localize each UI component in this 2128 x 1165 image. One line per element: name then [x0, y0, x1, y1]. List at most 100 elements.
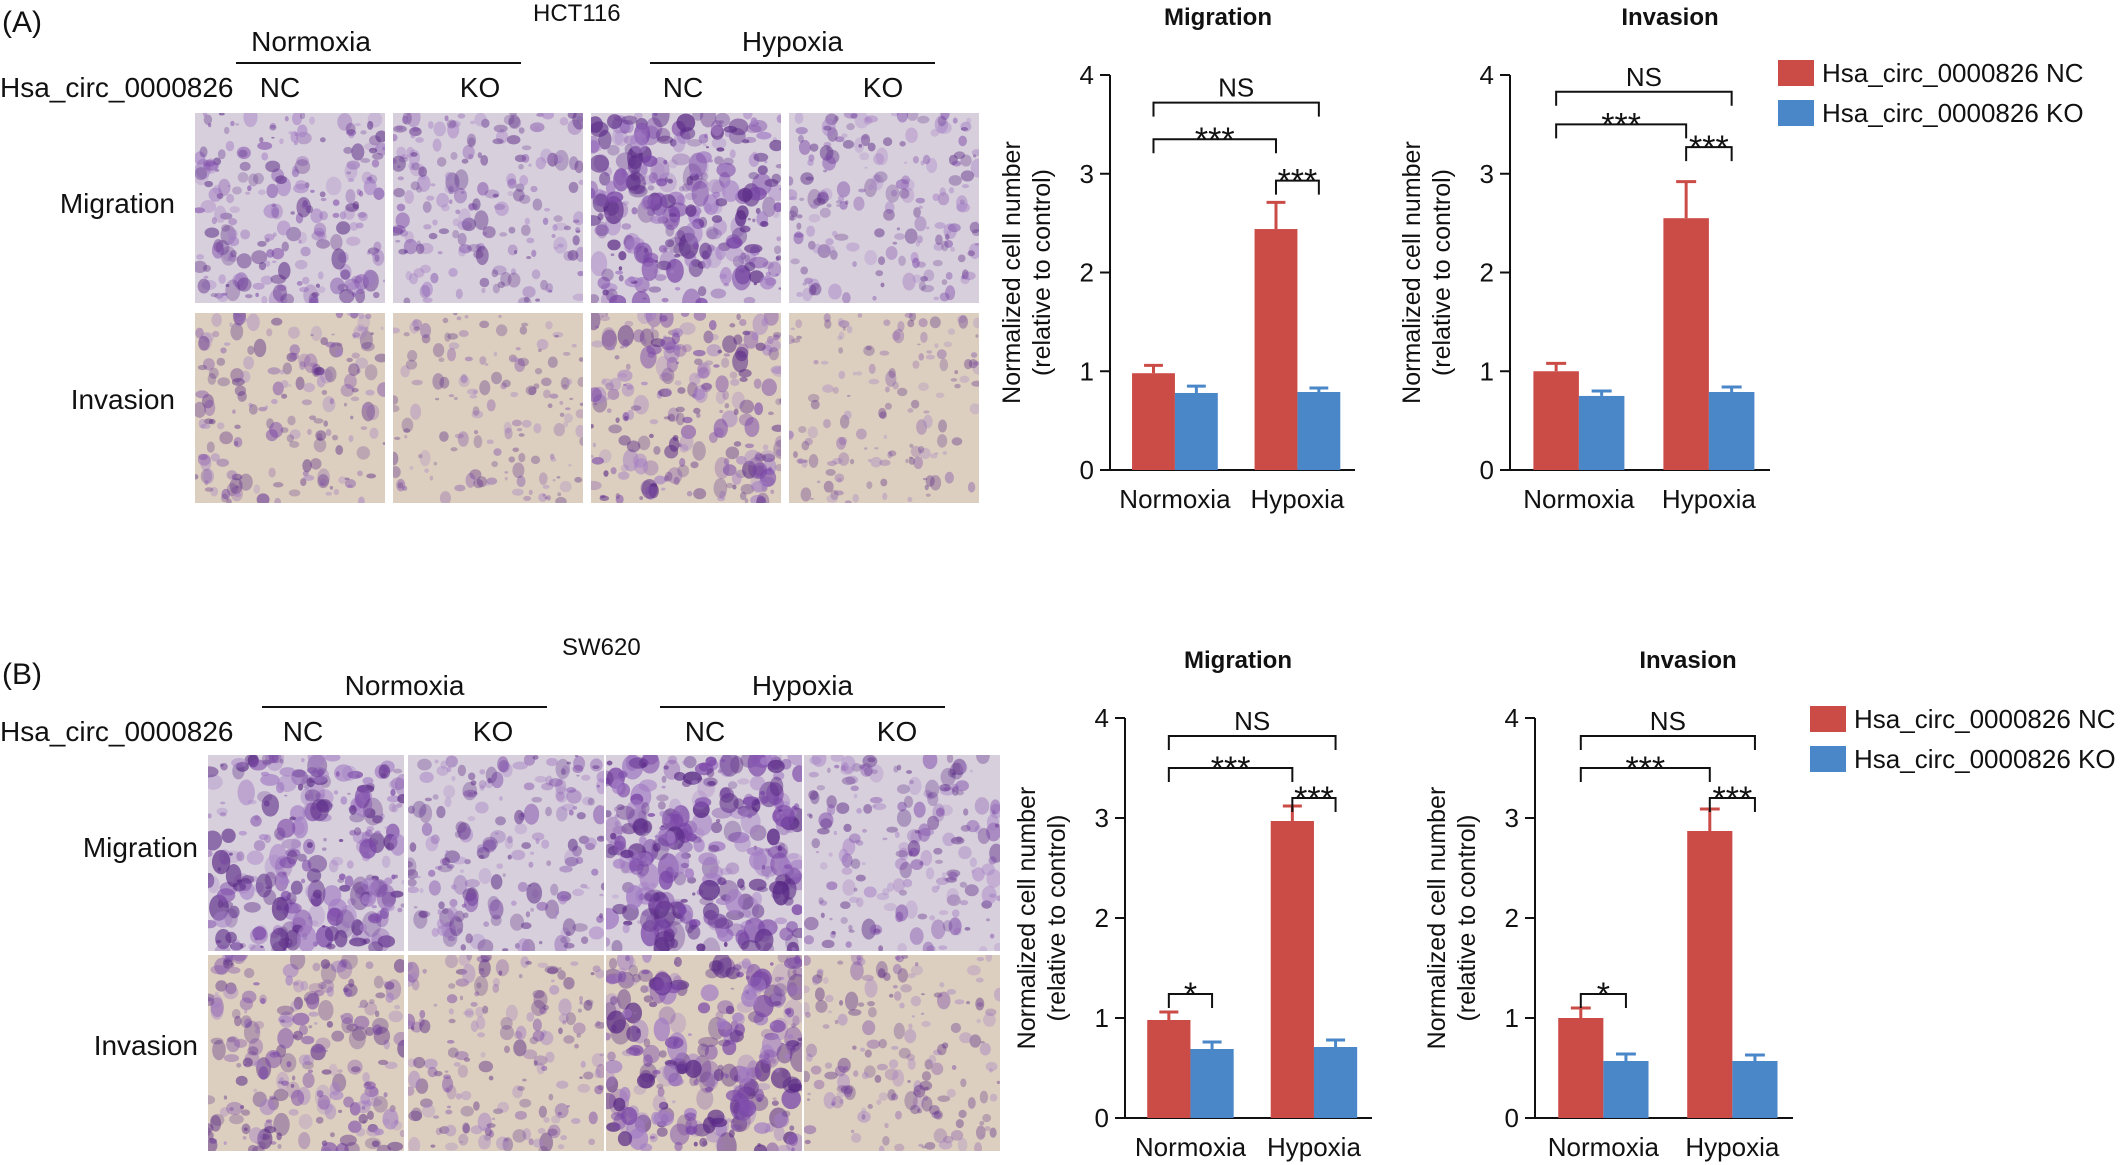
y-axis-label: (relative to control) — [1453, 814, 1481, 1021]
panel-b: (B) SW620 Normoxia Hypoxia Hsa_circ_0000… — [0, 600, 2128, 1165]
y-axis-label: Normalized cell number — [1398, 141, 1426, 404]
x-tick-label: Normoxia — [1135, 1132, 1247, 1162]
row-label-invasion: Invasion — [93, 1030, 198, 1061]
significance-bracket — [1291, 797, 1337, 812]
bar — [1558, 1018, 1604, 1118]
significance-bracket — [1152, 138, 1277, 154]
group-label-normoxia: Normoxia — [344, 670, 465, 701]
micrograph-invasion-hypoxia-ko — [804, 955, 1000, 1151]
chart-title: Invasion — [1639, 647, 1736, 674]
y-tick-label: 4 — [1480, 60, 1494, 90]
micrograph-texture — [591, 313, 781, 503]
significance-bracket — [1579, 735, 1756, 750]
bar — [1578, 395, 1625, 470]
cell-line-title: HCT116 — [533, 0, 621, 27]
bar — [1174, 392, 1218, 470]
micrograph-migration-hypoxia-ko — [789, 113, 979, 303]
row-label-migration: Migration — [82, 832, 198, 863]
row-label-migration: Migration — [59, 188, 175, 219]
group-label-hypoxia: Hypoxia — [751, 670, 854, 701]
significance-bracket — [1167, 767, 1294, 782]
y-tick-label: 2 — [1480, 258, 1494, 288]
bar — [1732, 1061, 1778, 1118]
y-tick-label: 2 — [1505, 903, 1519, 933]
group-label-normoxia: Normoxia — [251, 26, 371, 57]
column-label-nc: NC — [684, 716, 726, 747]
significance-label: NS — [1650, 706, 1686, 736]
bar-chart-invasion-b: Invasion 0 1 2 3 4 Normalized cell number (rela… — [0, 600, 2128, 1165]
y-tick-label: 3 — [1480, 159, 1494, 189]
micrograph-texture — [789, 313, 979, 503]
y-tick-label: 4 — [1080, 60, 1094, 90]
y-tick-label: 3 — [1095, 803, 1109, 833]
micrograph-migration-normoxia-ko — [393, 113, 583, 303]
group-underline-normoxia — [262, 706, 547, 708]
legend-entry: Hsa_circ_0000826 NC — [1822, 58, 2084, 88]
legend-entry: Hsa_circ_0000826 KO — [1822, 98, 2084, 128]
significance-bracket — [1579, 993, 1627, 1008]
micrograph-migration-hypoxia-nc — [606, 755, 802, 951]
significance-label: *** — [1211, 750, 1251, 788]
bar-chart-invasion-a: Invasion 0 1 2 3 4 Normalized cell number (rela… — [0, 0, 2128, 565]
legend-swatch — [1778, 100, 1814, 126]
panel-label: (B) — [2, 658, 42, 691]
micrograph-texture — [804, 955, 1000, 1151]
panel-a: (A) HCT116 Normoxia Hypoxia Hsa_circ_000… — [0, 0, 2128, 560]
micrograph-texture — [208, 955, 404, 1151]
y-axis-label: (relative to control) — [1428, 169, 1456, 376]
micrograph-texture — [393, 113, 583, 303]
chart-svg: Invasion 0 1 2 3 4 Normalized cell number (rela… — [1398, 4, 1770, 514]
row-label-invasion: Invasion — [70, 384, 175, 415]
group-label-hypoxia: Hypoxia — [741, 26, 844, 57]
micrograph-texture — [393, 313, 583, 503]
bar — [1313, 1047, 1358, 1118]
significance-bracket — [1685, 146, 1733, 162]
bar — [1132, 373, 1175, 470]
y-tick-label: 1 — [1505, 1003, 1519, 1033]
legend-entry: Hsa_circ_0000826 NC — [1854, 704, 2116, 734]
chart-title: Migration — [1184, 647, 1292, 674]
x-tick-label: Normoxia — [1548, 1132, 1660, 1162]
bar — [1190, 1049, 1234, 1118]
micrograph-texture — [804, 755, 1000, 951]
micrograph-invasion-hypoxia-nc — [606, 955, 802, 1151]
micrograph-migration-hypoxia-nc — [591, 113, 781, 303]
group-underline-hypoxia — [650, 62, 935, 64]
bar — [1533, 371, 1579, 470]
y-tick-label: 0 — [1480, 455, 1494, 485]
micrograph-invasion-normoxia-nc — [195, 313, 385, 503]
x-tick-label: Normoxia — [1119, 484, 1231, 514]
significance-bracket — [1167, 993, 1214, 1008]
significance-bracket — [1152, 101, 1320, 117]
y-tick-label: 0 — [1095, 1103, 1109, 1133]
bar — [1603, 1061, 1649, 1118]
y-axis-label: Normalized cell number — [998, 141, 1026, 404]
x-tick-label: Hypoxia — [1250, 484, 1344, 514]
y-axis-label: Normalized cell number — [1013, 787, 1041, 1050]
micrograph-texture — [408, 755, 604, 951]
bar-chart-migration-a: Migration 0 1 2 3 4 Normalized cell number (rel… — [0, 0, 2128, 565]
column-label-nc: NC — [259, 72, 301, 103]
significance-label: *** — [1294, 780, 1334, 818]
y-tick-label: 3 — [1080, 159, 1094, 189]
micrograph-texture — [195, 113, 385, 303]
micrograph-texture — [789, 113, 979, 303]
significance-label: *** — [1689, 129, 1729, 167]
column-label-ko: KO — [472, 716, 514, 747]
significance-label: *** — [1601, 106, 1641, 144]
bar — [1708, 391, 1755, 470]
column-label-ko: KO — [862, 72, 904, 103]
group-underline-normoxia — [236, 62, 521, 64]
group-underline-hypoxia — [660, 706, 945, 708]
micrograph-invasion-normoxia-ko — [408, 955, 604, 1151]
micrograph-migration-normoxia-nc — [208, 755, 404, 951]
legend-swatch — [1810, 746, 1846, 772]
row-header-circrna: Hsa_circ_0000826 — [0, 72, 234, 103]
micrograph-invasion-hypoxia-ko — [789, 313, 979, 503]
y-axis-label: Normalized cell number — [1423, 787, 1451, 1050]
bar — [1687, 831, 1733, 1118]
row-header-circrna: Hsa_circ_0000826 — [0, 716, 234, 747]
chart-title: Migration — [1164, 4, 1272, 31]
cell-line-title: SW620 — [562, 634, 641, 661]
